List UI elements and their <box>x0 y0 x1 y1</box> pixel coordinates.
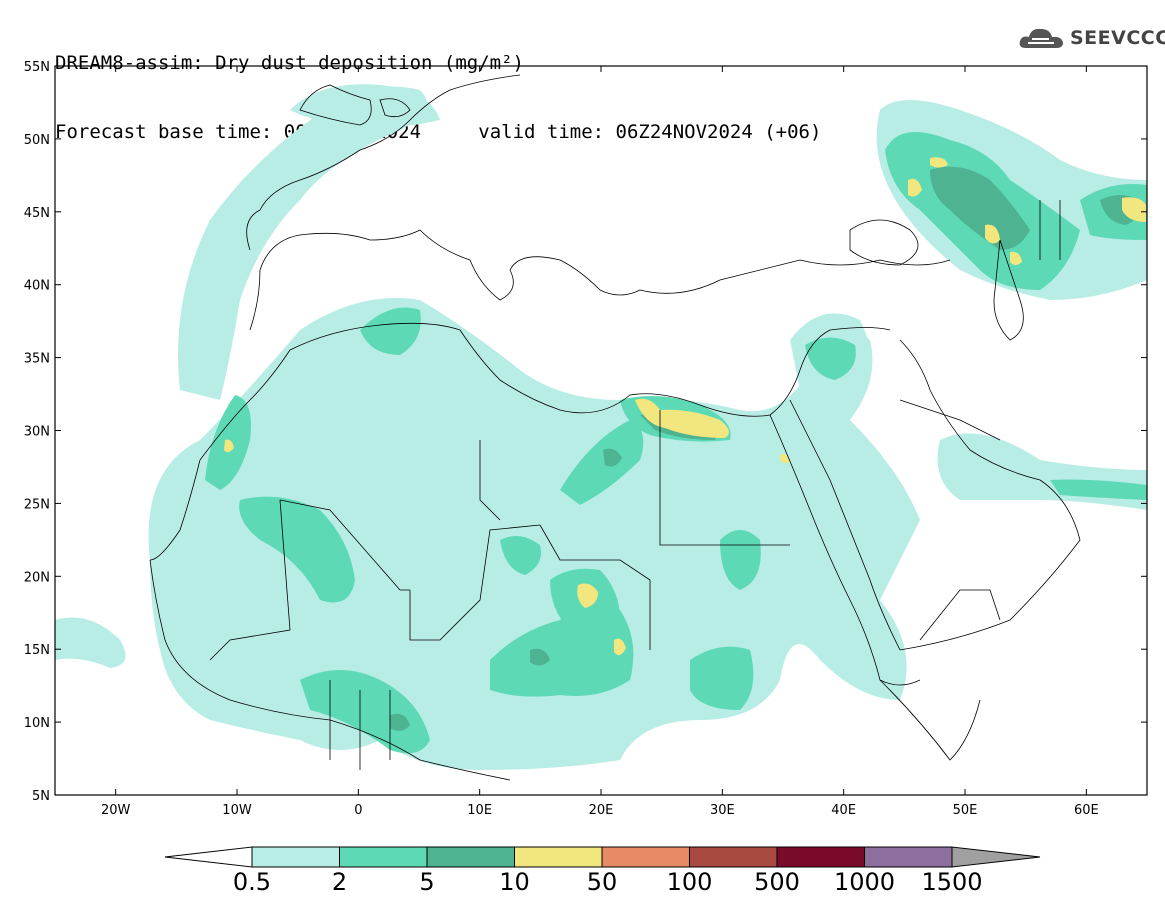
title-line-1: DREAM8-assim: Dry dust deposition (mg/m²… <box>55 52 524 74</box>
colorbar-swatch <box>776 846 865 868</box>
cloud-icon <box>1019 28 1063 48</box>
colorbar-label: 2 <box>332 868 347 896</box>
colorbar-under-triangle <box>164 846 253 868</box>
lat-tick-label: 15N <box>24 643 50 658</box>
colorbar-label: 0.5 <box>233 868 271 896</box>
lon-tick-label: 40E <box>831 803 856 818</box>
lat-tick-label: 10N <box>24 716 50 731</box>
dust-region-uk <box>290 84 440 127</box>
colorbar-label: 10 <box>499 868 530 896</box>
colorbar-label: 100 <box>667 868 713 896</box>
colorbar-swatch <box>601 846 690 868</box>
lat-tick-label: 30N <box>24 425 50 440</box>
lon-tick-label: 10W <box>222 803 252 818</box>
colorbar-label: 5 <box>419 868 434 896</box>
colorbar-label: 1500 <box>921 868 982 896</box>
colorbar-swatch <box>864 846 953 868</box>
lat-tick-label: 35N <box>24 352 50 367</box>
dust-region-west-africa-coast <box>55 617 126 668</box>
colorbar-swatch <box>514 846 603 868</box>
lat-tick-label: 5N <box>32 789 50 804</box>
lat-tick-label: 40N <box>24 279 50 294</box>
colorbar-swatch <box>426 846 515 868</box>
lon-tick-label: 50E <box>953 803 978 818</box>
seevccc-logo: SEEVCCC <box>1018 24 1165 52</box>
lat-tick-label: 45N <box>24 206 50 221</box>
colorbar-label: 50 <box>587 868 618 896</box>
colorbar-label: 500 <box>754 868 800 896</box>
lon-tick-label: 0 <box>354 803 362 818</box>
lat-tick-label: 55N <box>24 60 50 75</box>
dust-level-10-50 <box>224 157 1146 656</box>
lon-tick-label: 20E <box>589 803 614 818</box>
coastlines-borders <box>149 74 1081 781</box>
logo-text: SEEVCCC <box>1070 27 1165 49</box>
colorbar-swatch <box>251 846 340 868</box>
colorbar-swatch <box>339 846 428 868</box>
colorbar-swatch <box>689 846 778 868</box>
lat-tick-label: 25N <box>24 497 50 512</box>
lon-tick-label: 30E <box>710 803 735 818</box>
valid-time: valid time: 06Z24NOV2024 (+06) <box>478 121 822 143</box>
lat-axis: 55N 50N 45N 40N 35N 30N 25N 20N 15N 10N 5N <box>24 60 1147 804</box>
lon-tick-label: 20W <box>101 803 131 818</box>
lat-tick-label: 20N <box>24 570 50 585</box>
lon-axis: 20W 10W 0 10E 20E 30E 40E 50E 60E <box>101 66 1099 818</box>
colorbar-label: 1000 <box>834 868 895 896</box>
lat-tick-label: 50N <box>24 133 50 148</box>
dust-field <box>55 84 1147 770</box>
lon-tick-label: 60E <box>1074 803 1099 818</box>
colorbar-over-triangle <box>951 846 1041 868</box>
colorbar: 0.5 2 5 10 50 100 500 1000 1500 <box>164 846 1041 896</box>
lon-tick-label: 10E <box>467 803 492 818</box>
